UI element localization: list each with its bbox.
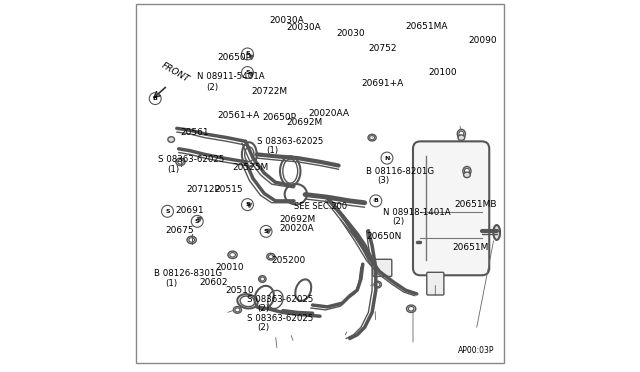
- Text: (2): (2): [392, 217, 404, 226]
- Text: 20692M: 20692M: [279, 215, 316, 224]
- Ellipse shape: [458, 135, 465, 141]
- Text: (2): (2): [257, 323, 269, 332]
- Circle shape: [191, 215, 203, 227]
- Ellipse shape: [368, 134, 376, 141]
- Circle shape: [381, 152, 393, 164]
- Text: S: S: [245, 202, 250, 207]
- Text: 20650P: 20650P: [218, 53, 252, 62]
- Text: (1): (1): [166, 279, 178, 288]
- Circle shape: [241, 48, 253, 60]
- Text: 20020A: 20020A: [279, 224, 314, 233]
- Ellipse shape: [178, 160, 183, 164]
- Text: 20651MB: 20651MB: [454, 200, 497, 209]
- Text: 20650N: 20650N: [367, 232, 402, 241]
- Text: (1): (1): [168, 165, 180, 174]
- Text: SEE SEC.200: SEE SEC.200: [294, 202, 347, 211]
- Text: S 08363-62025: S 08363-62025: [248, 295, 314, 304]
- Circle shape: [241, 67, 253, 78]
- Text: 20691: 20691: [175, 206, 204, 215]
- Text: 20675: 20675: [166, 226, 195, 235]
- Text: 20651M: 20651M: [452, 243, 488, 252]
- Circle shape: [260, 225, 272, 237]
- Text: 20650P: 20650P: [262, 113, 296, 122]
- Text: (2): (2): [257, 304, 269, 313]
- Text: B 08116-8201G: B 08116-8201G: [367, 167, 435, 176]
- Text: AP00:03P: AP00:03P: [458, 346, 495, 355]
- Text: 20030: 20030: [337, 29, 365, 38]
- Text: 20030A: 20030A: [287, 23, 321, 32]
- FancyBboxPatch shape: [373, 259, 392, 276]
- Ellipse shape: [187, 236, 196, 244]
- Ellipse shape: [465, 168, 469, 174]
- Text: (1): (1): [266, 146, 278, 155]
- Text: 20691+A: 20691+A: [361, 79, 403, 88]
- Ellipse shape: [259, 276, 266, 282]
- Ellipse shape: [189, 238, 195, 242]
- Text: 20100: 20100: [428, 68, 456, 77]
- Text: S: S: [264, 229, 268, 234]
- Text: N: N: [384, 155, 390, 161]
- Ellipse shape: [228, 251, 237, 259]
- Text: 20030A: 20030A: [270, 16, 305, 25]
- Text: S: S: [165, 209, 170, 214]
- Text: 20692M: 20692M: [287, 118, 323, 127]
- Ellipse shape: [234, 307, 241, 313]
- Ellipse shape: [267, 253, 275, 260]
- FancyBboxPatch shape: [413, 141, 489, 275]
- Text: 20722M: 20722M: [251, 87, 287, 96]
- Text: 20020AA: 20020AA: [309, 109, 350, 118]
- Ellipse shape: [493, 225, 500, 240]
- Text: B 08126-8301G: B 08126-8301G: [154, 269, 223, 278]
- Text: 20651MA: 20651MA: [406, 22, 448, 31]
- Circle shape: [370, 195, 381, 207]
- Ellipse shape: [370, 136, 374, 140]
- Text: B: B: [373, 198, 378, 203]
- Ellipse shape: [268, 255, 273, 259]
- Text: 20752: 20752: [369, 44, 397, 53]
- Ellipse shape: [176, 158, 185, 166]
- Ellipse shape: [168, 137, 175, 142]
- FancyBboxPatch shape: [427, 272, 444, 295]
- Circle shape: [241, 199, 253, 211]
- Ellipse shape: [374, 281, 381, 288]
- Text: 20090: 20090: [468, 36, 497, 45]
- Text: 20561+A: 20561+A: [218, 111, 260, 120]
- Ellipse shape: [459, 131, 464, 137]
- Text: 20602: 20602: [199, 278, 228, 287]
- Ellipse shape: [457, 129, 465, 139]
- Text: 20712P: 20712P: [186, 185, 220, 194]
- Text: N 08911-5401A: N 08911-5401A: [197, 72, 265, 81]
- Text: 20525M: 20525M: [232, 163, 269, 172]
- Ellipse shape: [463, 172, 470, 178]
- Ellipse shape: [463, 166, 471, 176]
- Text: B: B: [153, 96, 157, 101]
- Ellipse shape: [230, 253, 236, 257]
- Text: S 08363-62025: S 08363-62025: [158, 155, 225, 164]
- Circle shape: [149, 93, 161, 105]
- Text: FRONT: FRONT: [160, 61, 191, 84]
- Text: 20510: 20510: [225, 286, 254, 295]
- Text: S: S: [245, 51, 250, 57]
- Ellipse shape: [260, 277, 264, 281]
- Text: S 08363-62025: S 08363-62025: [248, 314, 314, 323]
- Ellipse shape: [408, 307, 414, 311]
- Ellipse shape: [406, 305, 416, 312]
- Text: 20010: 20010: [216, 263, 244, 272]
- Text: 20561: 20561: [180, 128, 209, 137]
- Text: 205200: 205200: [271, 256, 306, 265]
- Text: S: S: [195, 219, 200, 224]
- Text: N 08918-1401A: N 08918-1401A: [383, 208, 451, 217]
- Ellipse shape: [376, 283, 380, 286]
- Text: S 08363-62025: S 08363-62025: [257, 137, 323, 146]
- Text: (2): (2): [207, 83, 219, 92]
- Circle shape: [161, 205, 173, 217]
- Text: S: S: [245, 70, 250, 75]
- Text: 20515: 20515: [214, 185, 243, 194]
- Text: (3): (3): [378, 176, 390, 185]
- Ellipse shape: [235, 308, 240, 312]
